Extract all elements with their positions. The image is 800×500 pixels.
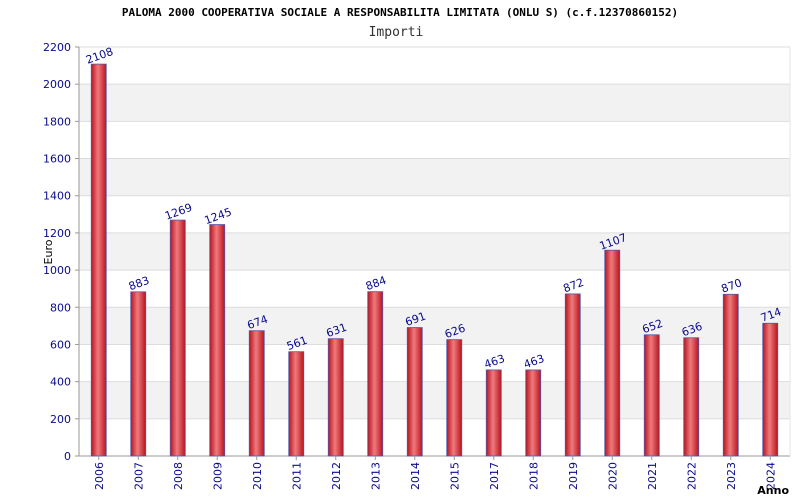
axes bbox=[78, 47, 791, 457]
data-label: 872 bbox=[561, 276, 585, 295]
x-tick-label: 2014 bbox=[409, 462, 422, 490]
y-tick-label: 200 bbox=[50, 413, 71, 426]
bar bbox=[367, 291, 384, 457]
bar bbox=[722, 293, 739, 457]
bar bbox=[604, 249, 621, 457]
data-label: 870 bbox=[719, 276, 743, 295]
chart-title: PALOMA 2000 COOPERATIVA SOCIALE A RESPON… bbox=[121, 6, 679, 19]
data-label: 884 bbox=[364, 274, 388, 293]
y-tick-label: 1600 bbox=[43, 153, 71, 166]
x-tick-label: 2019 bbox=[567, 462, 580, 490]
data-label: 1245 bbox=[203, 205, 234, 227]
bar bbox=[564, 293, 581, 457]
bar bbox=[762, 322, 779, 457]
y-tick-labels: 0 200 400 600 800 1000 1200 1400 1600 1800 2000 220… bbox=[43, 41, 71, 463]
grid-band bbox=[79, 84, 790, 122]
bar bbox=[327, 338, 344, 457]
x-axis-label: Anno bbox=[757, 484, 789, 497]
grid-band bbox=[79, 307, 790, 345]
y-tick-label: 2000 bbox=[43, 78, 71, 91]
x-tick-label: 2008 bbox=[172, 462, 185, 490]
x-tick-label: 2023 bbox=[725, 462, 738, 490]
data-label: 463 bbox=[522, 352, 546, 371]
x-tick-label: 2021 bbox=[646, 462, 659, 490]
grid-band bbox=[79, 158, 790, 196]
x-tick-label: 2012 bbox=[330, 462, 343, 490]
bar bbox=[406, 327, 423, 457]
data-label: 1269 bbox=[163, 201, 194, 223]
x-tick-label: 2017 bbox=[488, 462, 501, 490]
grid-lines bbox=[75, 46, 790, 457]
grid-band bbox=[79, 381, 790, 419]
x-tick-label: 2010 bbox=[251, 462, 264, 490]
bar bbox=[683, 337, 700, 457]
x-tick-label: 2024 bbox=[764, 462, 777, 490]
bar bbox=[525, 369, 542, 457]
y-tick-label: 1800 bbox=[43, 115, 71, 128]
x-tick-label: 2013 bbox=[369, 462, 382, 490]
y-tick-label: 1000 bbox=[43, 264, 71, 277]
bar bbox=[90, 63, 107, 457]
y-tick-label: 600 bbox=[50, 338, 71, 351]
x-tick-labels: 2006 2007 2008 2009 2010 2011 2012 2013 2014 2015… bbox=[93, 456, 777, 490]
x-tick-label: 2006 bbox=[93, 462, 106, 490]
data-label: 463 bbox=[482, 352, 506, 371]
bars bbox=[90, 63, 779, 457]
bar bbox=[288, 351, 305, 457]
bar bbox=[643, 334, 660, 457]
grid-band bbox=[79, 232, 790, 271]
x-tick-label: 2007 bbox=[132, 462, 145, 490]
y-axis-label: Euro bbox=[42, 239, 55, 264]
y-tick-label: 0 bbox=[64, 450, 71, 463]
data-label: 883 bbox=[127, 274, 151, 293]
y-tick-label: 1200 bbox=[43, 227, 71, 240]
y-tick-label: 1400 bbox=[43, 190, 71, 203]
y-tick-label: 800 bbox=[50, 301, 71, 314]
y-tick-label: 400 bbox=[50, 376, 71, 389]
grid-bands bbox=[79, 84, 790, 419]
x-tick-label: 2018 bbox=[527, 462, 540, 490]
data-label: 2108 bbox=[84, 45, 115, 67]
y-tick-label: 2200 bbox=[43, 41, 71, 54]
x-tick-label: 2015 bbox=[448, 462, 461, 490]
chart-subtitle: Importi bbox=[368, 25, 424, 40]
x-tick-label: 2011 bbox=[290, 462, 303, 490]
bar bbox=[209, 224, 226, 457]
bar bbox=[130, 291, 147, 457]
x-tick-label: 2022 bbox=[685, 462, 698, 490]
bar bbox=[446, 339, 463, 457]
bar bbox=[485, 369, 502, 457]
bar bbox=[169, 219, 186, 457]
x-tick-label: 2009 bbox=[211, 462, 224, 490]
x-tick-label: 2020 bbox=[606, 462, 619, 490]
bar bbox=[248, 330, 265, 457]
